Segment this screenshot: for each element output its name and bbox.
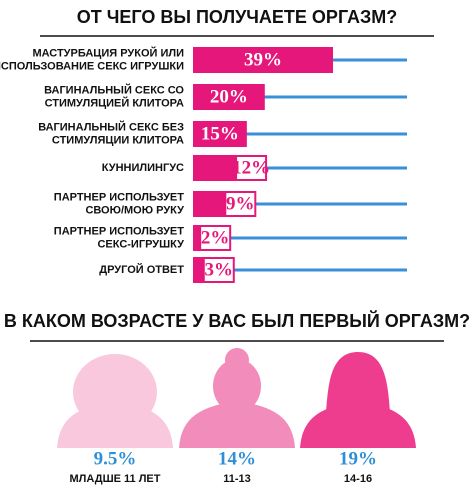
silhouette-head [213, 359, 261, 413]
value-box [202, 257, 235, 283]
category-label: ПАРТНЕР ИСПОЛЬЗУЕТ СЕКС-ИГРУШКУ [54, 225, 184, 250]
category-label: МАСТУРБАЦИЯ РУКОЙ ИЛИ ИСПОЛЬЗОВАНИЕ СЕКС … [0, 46, 184, 72]
silhouette-shoulders [179, 404, 295, 448]
bar [193, 191, 226, 217]
bar [193, 225, 201, 251]
value-label: 39% [244, 49, 282, 70]
value-label: 3% [205, 259, 234, 280]
category-label: ВАГИНАЛЬНЫЙ СЕКС СО СТИМУЛЯЦИЕЙ КЛИТОРА [44, 83, 184, 109]
category-label: ВАГИНАЛЬНЫЙ СЕКС БЕЗ СТИМУЛЯЦИИ КЛИТОРА [38, 120, 184, 146]
value-box [235, 155, 268, 181]
category-label: МЛАДШЕ 11 ЛЕТ [70, 473, 161, 485]
value-label: 9% [226, 193, 255, 214]
value-box [224, 191, 257, 217]
value-label: 14% [218, 448, 256, 469]
category-label: КУННИЛИНГУС [102, 162, 184, 174]
value-label: 20% [210, 86, 248, 107]
bar [193, 257, 204, 283]
category-label: 14-16 [344, 473, 372, 485]
silhouette-head [91, 359, 139, 413]
value-label: 15% [201, 123, 239, 144]
bar [193, 47, 333, 73]
silhouette-head [334, 359, 382, 413]
chart-title: В КАКОМ ВОЗРАСТЕ У ВАС БЫЛ ПЕРВЫЙ ОРГАЗМ… [4, 310, 470, 331]
category-label: ПАРТНЕР ИСПОЛЬЗУЕТ СВОЮ/МОЮ РУКУ [54, 191, 184, 216]
value-box [199, 225, 232, 251]
chart-title: ОТ ЧЕГО ВЫ ПОЛУЧАЕТЕ ОРГАЗМ? [77, 7, 398, 27]
value-label: 12% [232, 157, 270, 178]
bar [193, 121, 247, 147]
category-label: 11-13 [223, 473, 251, 485]
category-label: ДРУГОЙ ОТВЕТ [99, 263, 184, 276]
value-label: 9.5% [94, 448, 137, 469]
bar [193, 155, 237, 181]
bar [193, 84, 265, 110]
value-label: 19% [339, 448, 377, 469]
value-label: 2% [201, 227, 230, 248]
